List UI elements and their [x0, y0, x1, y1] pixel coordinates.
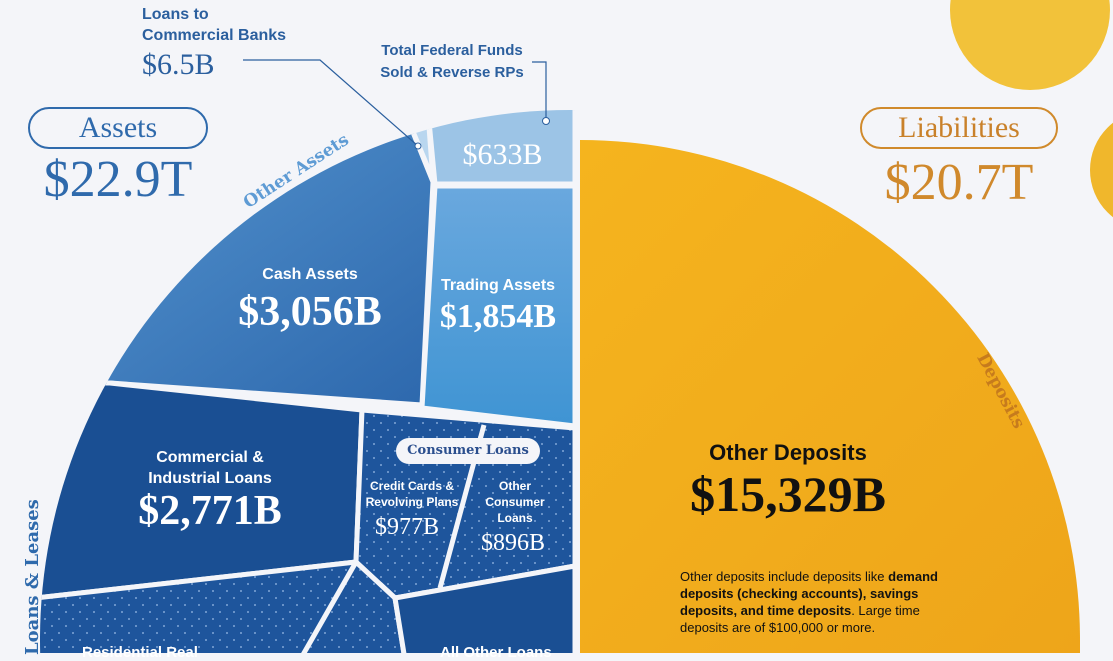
fed-funds-value: $633B	[462, 138, 543, 171]
leader-line	[243, 59, 419, 147]
loans-leases-group-label: Loans & Leases	[22, 499, 43, 655]
other-deposits-label: Other Deposits	[709, 440, 867, 465]
liabilities-pill: Liabilities	[860, 107, 1058, 149]
coin-decoration	[950, 0, 1110, 90]
all-other-loans-cell	[392, 563, 578, 653]
divider-line	[297, 560, 359, 653]
credit-cards-value: $977B	[374, 514, 439, 540]
fed-funds-label: Total Federal Funds Sold & Reverse RPs	[380, 42, 524, 81]
ci-loans-label: Commercial & Industrial Loans	[148, 449, 272, 487]
leader-dot	[542, 117, 550, 125]
cash-assets-label: Cash Assets	[262, 266, 358, 283]
other-deposits-cell	[580, 140, 1080, 653]
other-consumer-value: $896B	[480, 530, 545, 556]
coin-decoration	[1090, 122, 1113, 218]
cash-assets-value: $3,056B	[238, 289, 382, 335]
consumer-loans-pill: Consumer Loans	[396, 438, 540, 464]
other-deposits-note: Other deposits include deposits like dem…	[680, 569, 938, 635]
credit-cards-label: Credit Cards & Revolving Plans	[365, 479, 459, 509]
assets-total: $22.9T	[43, 151, 193, 208]
ci-loans-value: $2,771B	[138, 488, 282, 534]
other-consumer-label: Other Consumer Loans	[485, 479, 545, 525]
leader-dot	[414, 142, 422, 150]
other-deposits-value: $15,329B	[690, 466, 886, 522]
liabilities-total: $20.7T	[884, 154, 1034, 211]
trading-assets-label: Trading Assets	[440, 277, 556, 294]
loans-to-banks-label: Loans to Commercial Banks	[142, 6, 287, 44]
assets-pill: Assets	[28, 107, 208, 149]
trading-assets-value: $1,854B	[439, 298, 557, 335]
loans-to-banks-value: $6.5B	[142, 48, 215, 81]
leader-line	[532, 61, 547, 121]
